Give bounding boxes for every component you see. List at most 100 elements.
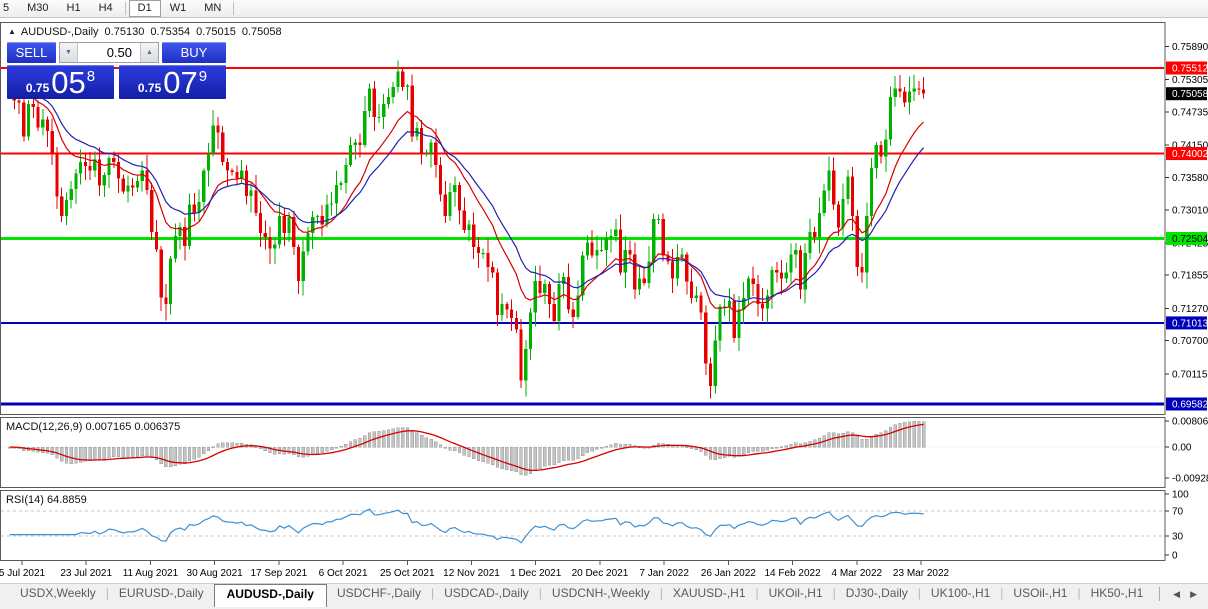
svg-text:0.71855: 0.71855 [1172, 271, 1208, 282]
svg-text:0.75305: 0.75305 [1172, 75, 1208, 86]
svg-text:0.75890: 0.75890 [1172, 42, 1208, 53]
tab-usdcad-daily[interactable]: USDCAD-,Daily [444, 586, 529, 600]
svg-text:100: 100 [1172, 490, 1189, 501]
date-axis-label: 17 Sep 2021 [250, 568, 307, 579]
buy-button[interactable]: BUY [162, 42, 226, 63]
ask-price-prefix: 0.75 [137, 81, 162, 95]
collapse-panel-icon[interactable]: ▲ [8, 27, 16, 36]
date-axis-label: 4 Mar 2022 [831, 568, 882, 579]
date-axis-label: 30 Aug 2021 [187, 568, 244, 579]
tab-usoil-h1[interactable]: USOil-,H1 [1013, 586, 1068, 600]
tab-separator: | [917, 586, 921, 600]
date-axis-label: 26 Jan 2022 [701, 568, 756, 579]
high-value: 0.75354 [150, 26, 191, 38]
tab-separator: | [430, 586, 435, 600]
tab-usdchf-daily[interactable]: USDCHF-,Daily [336, 586, 421, 600]
volume-increase-icon[interactable]: ▲ [140, 43, 158, 62]
svg-text:0.71270: 0.71270 [1172, 304, 1208, 315]
bid-price-big: 05 [51, 65, 86, 100]
timeframe-button-h4[interactable]: H4 [98, 2, 113, 14]
tab-dj30-daily[interactable]: DJ30-,Daily [845, 586, 908, 600]
tabs-scroll-left-icon[interactable]: ◀ [1173, 589, 1181, 599]
svg-text:-0.009286: -0.009286 [1172, 474, 1208, 485]
svg-text:0.74150: 0.74150 [1172, 141, 1208, 152]
timeframe-button-m30[interactable]: M30 [27, 2, 49, 14]
volume-stepper[interactable]: ▼ 0.50 ▲ [59, 42, 159, 63]
date-axis-label: 7 Jan 2022 [639, 568, 689, 579]
svg-text:0.69582: 0.69582 [1172, 399, 1208, 410]
tab-audusd-daily[interactable]: AUDUSD-,Daily [213, 584, 327, 607]
svg-text:0.73580: 0.73580 [1172, 173, 1208, 184]
toolbar-separator [124, 2, 126, 15]
toolbar-separator [233, 2, 235, 15]
timeframe-button-d1[interactable]: D1 [128, 0, 161, 17]
svg-text:0.70700: 0.70700 [1172, 336, 1208, 347]
tab-scroll-controls: ◀ ▶ [1151, 584, 1208, 604]
svg-text:0.71013: 0.71013 [1172, 318, 1208, 329]
bid-price-pipette: 8 [86, 68, 96, 85]
svg-text:0.008061: 0.008061 [1172, 417, 1208, 428]
close-value: 0.75058 [241, 26, 282, 38]
open-value: 0.75130 [104, 26, 145, 38]
quote-header[interactable]: ▲ AUDUSD-,Daily 0.75130 0.75354 0.75015 0.750… [8, 26, 282, 38]
bid-price-display[interactable]: 0.75 05 8 [7, 65, 114, 99]
timeframe-button-w1[interactable]: W1 [169, 2, 187, 14]
svg-text:0.00: 0.00 [1172, 443, 1192, 454]
tab-separator: | [538, 586, 542, 600]
svg-text:0.73010: 0.73010 [1172, 205, 1208, 216]
svg-text:30: 30 [1172, 532, 1184, 543]
date-axis-label: 14 Feb 2022 [764, 568, 821, 579]
tab-hk50-h1[interactable]: HK50-,H1 [1090, 586, 1144, 600]
svg-text:0.74735: 0.74735 [1172, 108, 1208, 119]
date-axis-label: 11 Aug 2021 [123, 568, 179, 579]
timeframe-button-5[interactable]: 5 [3, 2, 10, 14]
symbol-period-label: AUDUSD-,Daily [20, 26, 99, 38]
svg-text:0.75058: 0.75058 [1172, 89, 1208, 100]
tabs-scroll-right-icon[interactable]: ▶ [1190, 589, 1197, 599]
date-axis-label: 5 Jul 2021 [0, 568, 46, 579]
date-axis-label: 20 Dec 2021 [572, 568, 629, 579]
svg-text:70: 70 [1172, 506, 1184, 517]
tab-separator: | [755, 586, 759, 600]
date-axis-label: 12 Nov 2021 [443, 568, 500, 579]
ask-price-display[interactable]: 0.75 07 9 [119, 65, 226, 99]
date-axis-label: 6 Oct 2021 [319, 568, 368, 579]
tab-eurusd-daily[interactable]: EURUSD-,Daily [118, 586, 204, 600]
tab-separator: | [832, 586, 836, 600]
tab-usdcnh-weekly[interactable]: USDCNH-,Weekly [551, 586, 650, 600]
date-axis-label: 23 Mar 2022 [893, 568, 950, 579]
timeframe-button-h1[interactable]: H1 [66, 2, 81, 14]
date-axis-label: 25 Oct 2021 [380, 568, 435, 579]
sell-button[interactable]: SELL [7, 42, 56, 63]
svg-text:0: 0 [1172, 551, 1178, 562]
tab-separator: | [105, 586, 109, 600]
date-axis-label: 1 Dec 2021 [510, 568, 562, 579]
svg-text:0.74002: 0.74002 [1172, 149, 1208, 160]
macd-label: MACD(12,26,9) 0.007165 0.006375 [6, 421, 180, 433]
timeframe-button-mn[interactable]: MN [204, 2, 222, 14]
bid-price-prefix: 0.75 [25, 81, 50, 95]
tab-usdx-weekly[interactable]: USDX,Weekly [20, 586, 96, 600]
rsi-label: RSI(14) 64.8859 [6, 494, 87, 506]
date-axis-label: 23 Jul 2021 [60, 568, 112, 579]
chart-tabs-bar: USDX,Weekly | EURUSD-,Daily AUDUSD-,Daily US… [0, 583, 1208, 609]
tab-xauusd-h1[interactable]: XAUUSD-,H1 [672, 586, 746, 600]
chart-tabs: USDX,Weekly | EURUSD-,Daily AUDUSD-,Daily US… [0, 584, 1151, 607]
volume-input[interactable]: 0.50 [106, 45, 132, 60]
tab-separator: | [1000, 586, 1004, 600]
svg-text:0.72504: 0.72504 [1172, 234, 1208, 245]
svg-text:0.70115: 0.70115 [1172, 369, 1208, 380]
one-click-trading-panel: SELL ▼ 0.50 ▲ BUY 0.75 05 8 0.75 07 9 [7, 42, 226, 99]
low-value: 0.75015 [196, 26, 236, 38]
svg-text:0.75512: 0.75512 [1172, 64, 1208, 75]
ask-price-pipette: 9 [198, 68, 208, 85]
tabs-divider [1159, 587, 1161, 601]
timeframe-toolbar: 5 M30 H1 H4 D1 W1 MN [0, 0, 1208, 18]
tab-ukoil-h1[interactable]: UKOil-,H1 [768, 586, 823, 600]
ask-price-big: 07 [163, 65, 198, 100]
volume-decrease-icon[interactable]: ▼ [60, 43, 78, 62]
tab-uk100-h1[interactable]: UK100-,H1 [930, 586, 991, 600]
tab-separator: | [659, 586, 663, 600]
tab-separator: | [1077, 586, 1081, 600]
